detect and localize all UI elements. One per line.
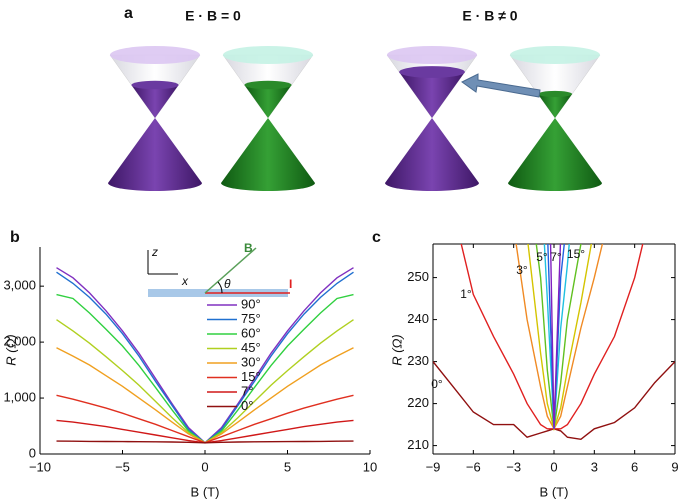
legend-label: 30° <box>241 354 261 369</box>
cone-filled <box>399 72 465 118</box>
x-tick-label: −10 <box>29 459 51 474</box>
series-line <box>56 419 354 444</box>
panel-label: b <box>10 229 20 246</box>
x-tick-label: −6 <box>466 459 481 474</box>
legend-label: 0° <box>241 398 253 413</box>
inset-field <box>204 247 257 294</box>
y-tick-label: 250 <box>407 269 429 284</box>
series-annotation: 15° <box>567 247 585 261</box>
series-annotation: 0° <box>431 377 443 391</box>
y-tick-label: 0 <box>29 445 36 460</box>
y-axis-label: R (Ω) <box>389 334 404 366</box>
x-axis-label: B (T) <box>191 484 220 499</box>
cone-lower <box>108 118 202 191</box>
panel-label: c <box>372 229 381 246</box>
legend-label: 7° <box>241 383 253 398</box>
cone-lower <box>385 118 479 191</box>
series-line <box>56 440 354 444</box>
inset-label: B <box>244 241 253 255</box>
series-line <box>56 394 354 444</box>
y-tick-label: 2,000 <box>3 334 36 349</box>
series-annotation: 5° <box>536 250 548 264</box>
inset-label: x <box>181 274 189 288</box>
cone-top <box>223 46 313 64</box>
legend-label: 15° <box>241 369 261 384</box>
cone-lower <box>221 118 315 191</box>
y-tick-label: 240 <box>407 311 429 326</box>
x-axis-label: B (T) <box>540 484 569 499</box>
fermi-surface <box>244 80 292 90</box>
y-tick-label: 230 <box>407 353 429 368</box>
fermi-surface <box>399 66 465 78</box>
x-tick-label: 6 <box>631 459 638 474</box>
inset-angle <box>217 281 223 294</box>
x-tick-label: 3 <box>591 459 598 474</box>
inset-label: θ <box>224 277 231 291</box>
y-tick-label: 3,000 <box>3 278 36 293</box>
legend-label: 90° <box>241 296 261 311</box>
y-tick-label: 210 <box>407 437 429 452</box>
x-tick-label: 10 <box>363 459 377 474</box>
fermi-surface <box>537 90 573 98</box>
x-tick-label: −3 <box>506 459 521 474</box>
legend-label: 60° <box>241 325 261 340</box>
x-tick-label: 9 <box>671 459 678 474</box>
cone-top <box>387 46 477 64</box>
y-axis-label: R (Ω) <box>3 334 18 366</box>
legend-label: 75° <box>241 311 261 326</box>
series-annotation: 7° <box>550 250 562 264</box>
cone-lower <box>508 118 602 191</box>
fermi-surface <box>131 80 179 90</box>
series-line <box>549 244 562 429</box>
series-annotation: 3° <box>516 263 528 277</box>
arrow <box>461 73 541 98</box>
series-line <box>56 347 354 444</box>
panel-title: E · B ≠ 0 <box>462 8 517 24</box>
series-line <box>56 271 354 444</box>
legend-label: 45° <box>241 340 261 355</box>
x-tick-label: 0 <box>201 459 208 474</box>
cone-top <box>510 46 600 64</box>
series-annotation: 1° <box>460 287 472 301</box>
cone-top <box>110 46 200 64</box>
cone-filled <box>244 85 292 118</box>
series-line <box>56 293 354 444</box>
x-tick-label: −9 <box>426 459 441 474</box>
cone-filled <box>537 94 573 118</box>
y-tick-label: 220 <box>407 395 429 410</box>
panel-title: E · B = 0 <box>185 8 241 24</box>
panel-label: a <box>124 5 133 22</box>
inset-label: z <box>151 245 158 259</box>
x-tick-label: 0 <box>550 459 557 474</box>
y-tick-label: 1,000 <box>3 389 36 404</box>
x-tick-label: 5 <box>284 459 291 474</box>
series-line <box>56 319 354 444</box>
inset-label: I <box>289 277 292 291</box>
cone-filled <box>131 85 179 118</box>
x-tick-label: −5 <box>115 459 130 474</box>
